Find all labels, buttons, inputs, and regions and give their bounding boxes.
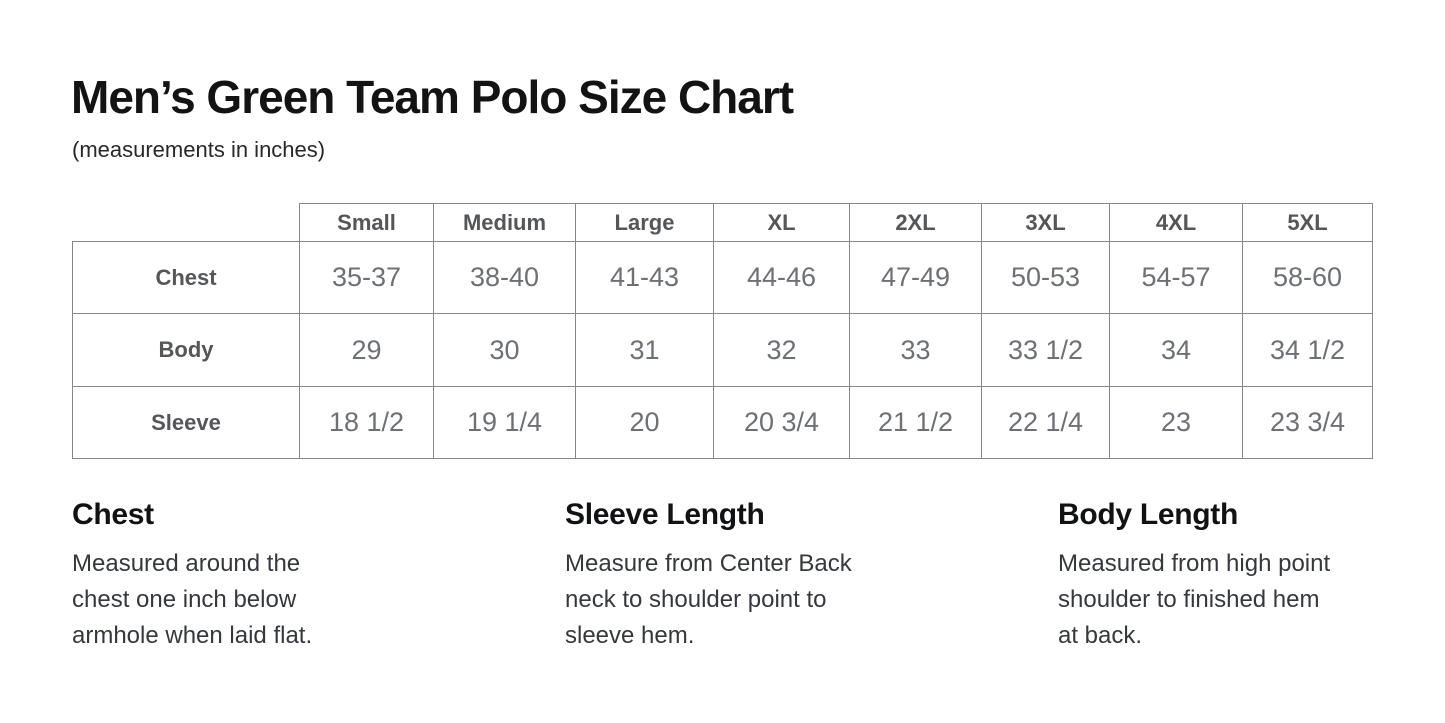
column-header-2xl: 2XL [849,203,982,242]
column-header-large: Large [575,203,714,242]
size-cell: 50-53 [981,241,1110,314]
table-row-body: Body 29 30 31 32 33 33 1/2 34 34 1/2 [72,313,1373,387]
size-cell: 23 3/4 [1242,386,1373,459]
size-cell: 18 1/2 [299,386,434,459]
size-cell: 33 [849,313,982,387]
definition-heading: Chest [72,498,154,531]
size-cell: 29 [299,313,434,387]
size-cell: 20 3/4 [713,386,850,459]
size-cell: 38-40 [433,241,576,314]
definition-heading: Sleeve Length [565,498,765,531]
column-header-small: Small [299,203,434,242]
size-cell: 44-46 [713,241,850,314]
row-label-chest: Chest [72,241,300,314]
size-cell: 22 1/4 [981,386,1110,459]
definition-text: Measured around the chest one inch below… [72,546,565,654]
size-chart-table: Small Medium Large XL 2XL 3XL 4XL 5XL Ch… [72,203,1373,459]
size-cell: 30 [433,313,576,387]
definition-body-length: Body Length Measured from high point sho… [1058,498,1388,654]
size-cell: 34 [1109,313,1243,387]
table-row-sleeve: Sleeve 18 1/2 19 1/4 20 20 3/4 21 1/2 22… [72,386,1373,459]
definition-sleeve-length: Sleeve Length Measure from Center Back n… [565,498,1058,654]
definition-chest: Chest Measured around the chest one inch… [72,498,565,654]
definition-line: Measured around the [72,550,301,577]
table-row-chest: Chest 35-37 38-40 41-43 44-46 47-49 50-5… [72,241,1373,314]
size-cell: 54-57 [1109,241,1243,314]
definition-line: Measure from Center Back [565,550,852,577]
definition-heading: Body Length [1058,498,1239,531]
definition-line: shoulder to finished hem [1058,586,1320,613]
corner-cell [73,204,300,242]
definition-line: armhole when laid flat. [72,622,313,649]
page-subtitle: (measurements in inches) [72,137,326,162]
definition-line: Measured from high point [1058,550,1331,577]
column-header-3xl: 3XL [981,203,1110,242]
size-cell: 47-49 [849,241,982,314]
size-cell: 58-60 [1242,241,1373,314]
column-header-4xl: 4XL [1109,203,1243,242]
header-row: Small Medium Large XL 2XL 3XL 4XL 5XL [73,203,1373,242]
definition-text: Measure from Center Back neck to shoulde… [565,546,1058,654]
size-cell: 33 1/2 [981,313,1110,387]
size-cell: 35-37 [299,241,434,314]
row-label-body: Body [72,313,300,387]
size-cell: 23 [1109,386,1243,459]
column-header-medium: Medium [433,203,576,242]
size-cell: 32 [713,313,850,387]
definition-text: Measured from high point shoulder to fin… [1058,546,1388,654]
size-cell: 41-43 [575,241,714,314]
size-cell: 20 [575,386,714,459]
column-header-5xl: 5XL [1242,203,1373,242]
column-header-xl: XL [713,203,850,242]
row-label-sleeve: Sleeve [72,386,300,459]
page-title: Men’s Green Team Polo Size Chart [71,71,794,123]
definition-line: at back. [1058,622,1143,649]
size-cell: 31 [575,313,714,387]
definition-line: neck to shoulder point to [565,586,827,613]
size-cell: 34 1/2 [1242,313,1373,387]
measurement-definitions: Chest Measured around the chest one inch… [72,498,1388,654]
definition-line: sleeve hem. [565,622,695,649]
definition-line: chest one inch below [72,586,297,613]
size-cell: 19 1/4 [433,386,576,459]
size-cell: 21 1/2 [849,386,982,459]
